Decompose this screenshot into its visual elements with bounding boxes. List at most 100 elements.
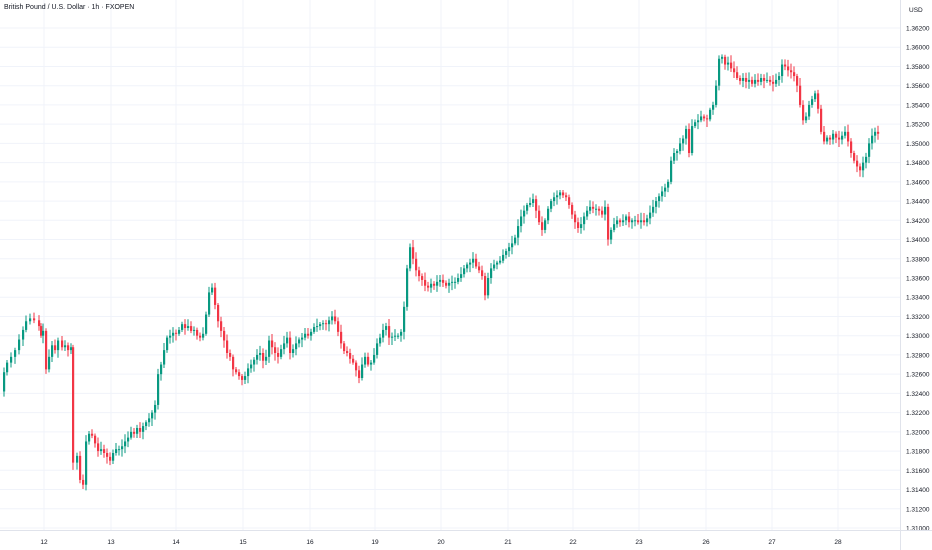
candle-body <box>289 337 292 353</box>
candle-body <box>97 443 100 452</box>
candle-body <box>271 340 274 348</box>
candle <box>604 200 607 221</box>
candle <box>607 203 610 246</box>
candle-body <box>478 266 481 271</box>
candle-body <box>784 64 787 67</box>
candle <box>808 100 811 120</box>
candle <box>550 198 553 213</box>
candle <box>127 431 130 448</box>
y-tick-label: 1.32400 <box>906 391 930 398</box>
candle <box>595 204 598 216</box>
candle-body <box>511 243 514 248</box>
candle-body <box>712 104 715 110</box>
candle-body <box>409 247 412 269</box>
candle <box>223 327 226 348</box>
candle-body <box>541 222 544 230</box>
y-tick-label: 1.35600 <box>906 83 930 90</box>
candle-body <box>202 333 205 338</box>
candle-body <box>418 270 421 277</box>
candle <box>820 104 823 135</box>
candle-body <box>607 206 610 240</box>
candle <box>541 216 544 236</box>
candle <box>364 352 367 368</box>
candle-body <box>856 160 859 167</box>
candle <box>670 156 673 185</box>
candle-body <box>268 340 271 357</box>
price-axis-bg <box>900 0 932 550</box>
candle <box>394 329 397 341</box>
candle <box>748 72 751 89</box>
candle <box>547 206 550 225</box>
candle-body <box>319 324 322 327</box>
candle <box>367 352 370 367</box>
candle <box>556 190 559 205</box>
candle <box>709 107 712 122</box>
candle <box>72 344 75 470</box>
candle <box>343 340 346 354</box>
candle <box>187 319 190 331</box>
candle <box>871 128 874 150</box>
candle-body <box>223 330 226 341</box>
price-axis[interactable]: USD 1.31000 1.31200 1.31400 1.31600 1.31800 1.… <box>900 0 932 550</box>
candle <box>769 76 772 86</box>
candle-body <box>568 197 571 205</box>
candle-body <box>148 418 151 423</box>
candle <box>598 206 601 216</box>
candle <box>814 90 817 103</box>
candle <box>787 59 790 77</box>
candle-body <box>652 206 655 213</box>
y-tick-label: 1.35800 <box>906 64 930 71</box>
y-tick-label: 1.35000 <box>906 141 930 148</box>
x-tick-label: 26 <box>702 539 710 546</box>
candle <box>6 360 9 376</box>
candle-body <box>169 335 172 338</box>
candle-body <box>781 64 784 77</box>
candle <box>463 265 466 278</box>
candle-body <box>160 364 163 375</box>
candle <box>145 420 148 431</box>
candle-body <box>559 192 562 196</box>
candle <box>310 328 313 341</box>
candle-body <box>310 331 313 336</box>
candle <box>610 227 613 245</box>
candle-body <box>526 204 529 211</box>
candle-body <box>29 318 32 322</box>
candle-body <box>280 349 283 357</box>
candle-body <box>694 122 697 127</box>
candle-body <box>220 321 223 331</box>
candle <box>142 422 145 440</box>
candle <box>643 213 646 226</box>
time-axis[interactable]: 12 13 14 15 16 19 20 21 22 23 26 27 28 <box>0 530 932 547</box>
candle-body <box>748 79 751 82</box>
y-tick-label: 1.36000 <box>906 45 930 52</box>
candle-body <box>295 343 298 350</box>
candle <box>76 452 79 470</box>
candle-body <box>175 332 178 334</box>
candle-body <box>448 282 451 286</box>
candle <box>64 340 67 352</box>
candle-body <box>796 76 799 86</box>
candle-body <box>250 364 253 369</box>
candle <box>658 193 661 208</box>
candle <box>190 321 193 334</box>
candle-body <box>181 324 184 330</box>
candle <box>271 334 274 355</box>
x-tick-label: 12 <box>40 539 48 546</box>
candle <box>3 367 6 397</box>
candle-body <box>493 264 496 269</box>
candle-body <box>42 330 45 336</box>
candle-body <box>364 356 367 365</box>
candle <box>631 218 634 229</box>
candle <box>625 214 628 226</box>
candle <box>346 346 349 357</box>
candle-body <box>823 131 826 142</box>
candle-body <box>457 278 460 282</box>
candle <box>18 334 21 355</box>
candle <box>259 345 262 361</box>
currency-label: USD <box>909 7 923 14</box>
candle <box>841 131 844 145</box>
candle-body <box>67 345 70 351</box>
candle-body <box>547 208 550 221</box>
candle <box>436 275 439 292</box>
